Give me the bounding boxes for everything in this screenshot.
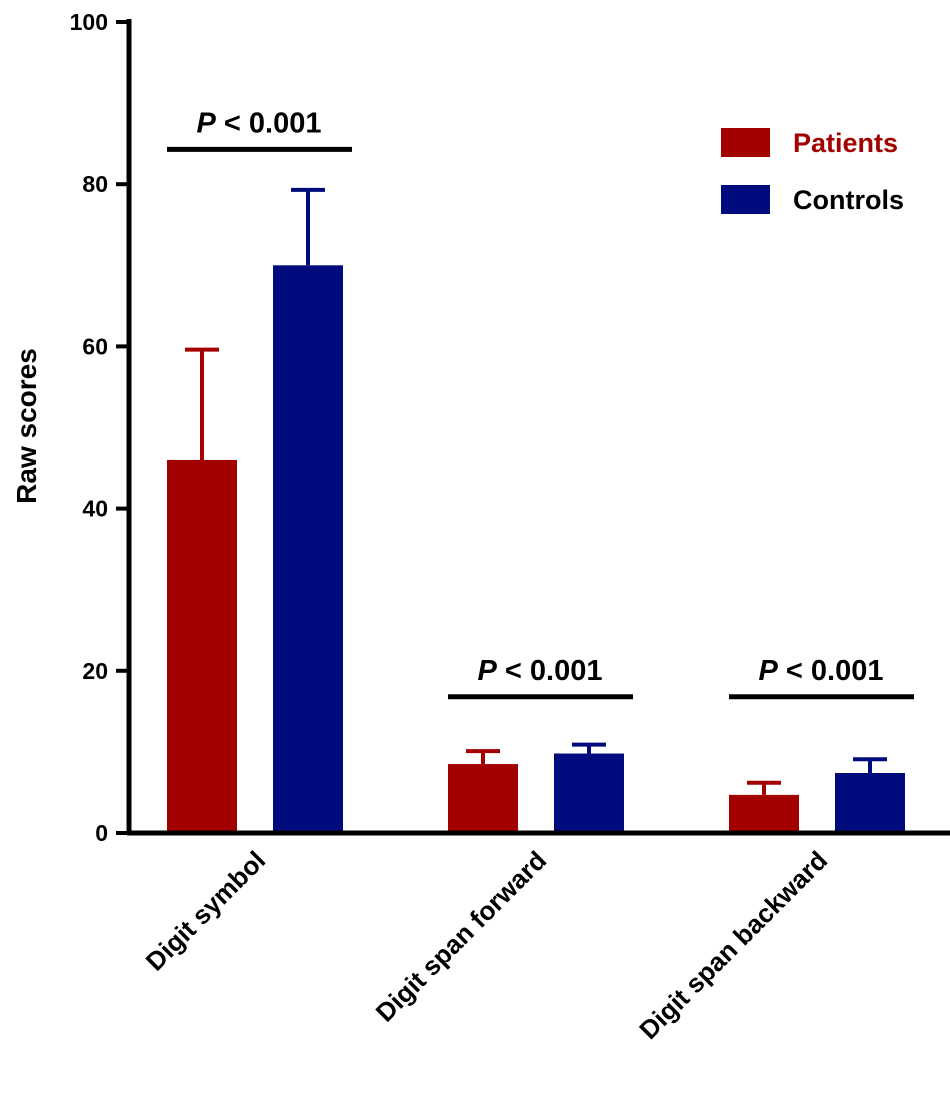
y-tick-label: 20 <box>82 658 108 684</box>
x-tick-labels: Digit symbol Digit span forward Digit span… <box>140 845 834 1045</box>
y-axis-title: Raw scores <box>11 348 42 504</box>
significance-label: P < 0.001 <box>478 655 603 687</box>
y-tick-label: 40 <box>82 496 108 522</box>
error-bars <box>185 187 887 795</box>
x-tick-label: Digit symbol <box>140 845 272 977</box>
bar-patients <box>729 794 799 833</box>
legend: Patients Controls <box>721 128 904 215</box>
bar-controls <box>835 772 905 833</box>
significance-label: P < 0.001 <box>759 655 884 687</box>
y-ticks: 0 20 40 60 80 100 <box>70 9 129 846</box>
y-tick-label: 60 <box>82 333 108 359</box>
bar-controls <box>273 265 343 833</box>
legend-label-controls: Controls <box>793 185 904 215</box>
legend-label-patients: Patients <box>793 128 898 158</box>
x-tick-label: Digit span backward <box>633 845 833 1045</box>
legend-swatch-patients <box>721 128 770 157</box>
y-tick-label: 0 <box>95 820 108 846</box>
axes <box>126 19 950 836</box>
significance-label: P < 0.001 <box>197 107 322 139</box>
bar-patients <box>448 764 518 833</box>
bars <box>167 265 905 833</box>
y-tick-label: 80 <box>82 171 108 197</box>
significance-annotations: P < 0.001 P < 0.001 P < 0.001 <box>167 107 914 700</box>
x-tick-label: Digit span forward <box>370 845 553 1028</box>
y-tick-label: 100 <box>70 9 108 35</box>
bar-controls <box>554 753 624 833</box>
legend-swatch-controls <box>721 185 770 214</box>
bar-patients <box>167 459 237 833</box>
